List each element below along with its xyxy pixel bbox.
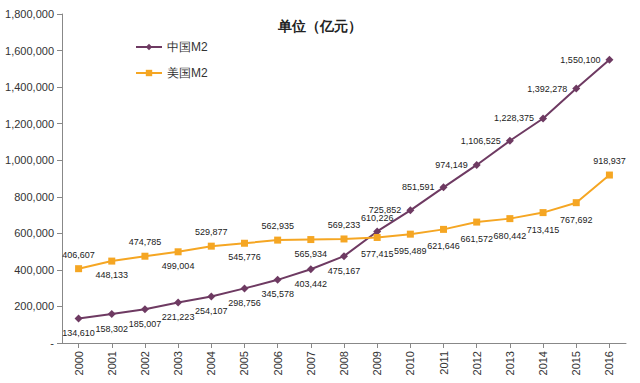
svg-text:345,578: 345,578 [261, 289, 294, 299]
svg-text:565,934: 565,934 [295, 249, 328, 259]
svg-text:2003: 2003 [172, 351, 184, 375]
svg-text:美国M2: 美国M2 [167, 66, 208, 80]
svg-text:185,007: 185,007 [129, 319, 162, 329]
svg-text:474,785: 474,785 [129, 237, 162, 247]
svg-text:中国M2: 中国M2 [167, 40, 208, 54]
svg-text:974,149: 974,149 [435, 160, 468, 170]
svg-text:2015: 2015 [570, 351, 582, 375]
svg-text:661,572: 661,572 [460, 234, 493, 244]
svg-text:254,107: 254,107 [195, 306, 228, 316]
svg-text:621,646: 621,646 [427, 241, 460, 251]
svg-text:2008: 2008 [338, 351, 350, 375]
svg-text:221,223: 221,223 [162, 312, 195, 322]
svg-text:1,400,000: 1,400,000 [5, 81, 54, 93]
svg-text:545,776: 545,776 [228, 252, 261, 262]
svg-text:2006: 2006 [272, 351, 284, 375]
svg-text:2016: 2016 [603, 351, 615, 375]
svg-text:2010: 2010 [404, 351, 416, 375]
svg-text:2013: 2013 [504, 351, 516, 375]
svg-text:-: - [50, 337, 54, 349]
svg-text:767,692: 767,692 [560, 215, 593, 225]
svg-text:2012: 2012 [471, 351, 483, 375]
svg-text:595,489: 595,489 [394, 246, 427, 256]
svg-text:562,935: 562,935 [261, 221, 294, 231]
svg-text:403,442: 403,442 [295, 279, 328, 289]
svg-text:1,600,000: 1,600,000 [5, 45, 54, 57]
svg-text:680,442: 680,442 [494, 231, 527, 241]
svg-text:406,607: 406,607 [62, 250, 95, 260]
svg-text:499,004: 499,004 [162, 261, 195, 271]
svg-text:800,000: 800,000 [14, 191, 54, 203]
svg-text:2009: 2009 [371, 351, 383, 375]
svg-text:851,591: 851,591 [402, 182, 435, 192]
svg-text:529,877: 529,877 [195, 227, 228, 237]
svg-text:2014: 2014 [537, 351, 549, 375]
svg-text:2001: 2001 [106, 351, 118, 375]
svg-text:1,392,278: 1,392,278 [527, 84, 567, 94]
svg-text:577,415: 577,415 [361, 249, 394, 259]
svg-text:475,167: 475,167 [328, 266, 361, 276]
svg-text:610,226: 610,226 [360, 213, 394, 223]
svg-text:1,106,525: 1,106,525 [461, 136, 501, 146]
svg-text:2011: 2011 [438, 351, 450, 375]
svg-text:134,610: 134,610 [62, 328, 95, 338]
svg-text:569,233: 569,233 [328, 220, 361, 230]
svg-text:725,852: 725,852 [369, 205, 402, 215]
svg-text:158,302: 158,302 [95, 324, 128, 334]
svg-text:1,200,000: 1,200,000 [5, 118, 54, 130]
svg-text:918,937: 918,937 [593, 156, 626, 166]
svg-text:2000: 2000 [73, 351, 85, 375]
svg-text:1,000,000: 1,000,000 [5, 154, 54, 166]
svg-text:2004: 2004 [205, 351, 217, 375]
svg-text:600,000: 600,000 [14, 227, 54, 239]
svg-text:单位（亿元）: 单位（亿元） [277, 18, 362, 34]
svg-text:1,550,100: 1,550,100 [560, 55, 600, 65]
svg-text:200,000: 200,000 [14, 300, 54, 312]
svg-text:2002: 2002 [139, 351, 151, 375]
svg-text:1,800,000: 1,800,000 [5, 8, 54, 20]
svg-text:2005: 2005 [238, 351, 250, 375]
svg-text:713,415: 713,415 [527, 225, 560, 235]
svg-text:298,756: 298,756 [228, 298, 261, 308]
svg-text:400,000: 400,000 [14, 264, 54, 276]
svg-text:448,133: 448,133 [95, 270, 128, 280]
svg-text:1,228,375: 1,228,375 [494, 113, 534, 123]
svg-text:2007: 2007 [305, 351, 317, 375]
